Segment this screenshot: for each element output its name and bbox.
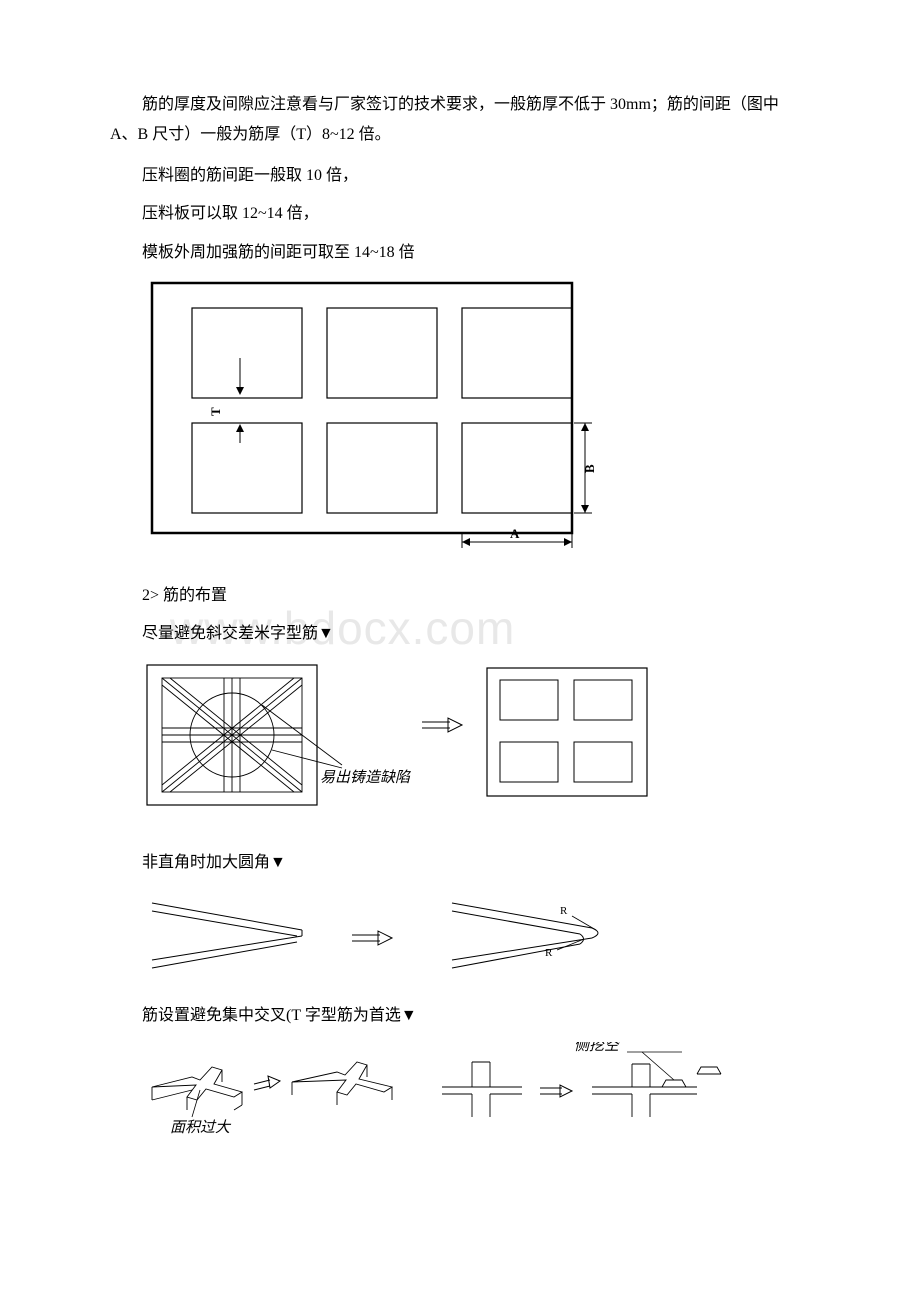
label-r1: R <box>560 905 568 917</box>
label-r2: R <box>545 947 553 959</box>
section-2-sub3: 筋设置避免集中交叉(T 字型筋为首选▼ <box>142 1001 810 1031</box>
rib-grid-diagram: T A B <box>142 278 810 563</box>
label-t: T <box>208 407 223 416</box>
section-2-sub1: 尽量避免斜交差米字型筋▼ <box>142 619 810 649</box>
defect-label: 易出铸造缺陷 <box>320 769 411 786</box>
paragraph-3: 压料板可以取 12~14 倍， <box>142 199 810 229</box>
star-vs-grid-diagram: 易出铸造缺陷 <box>142 660 810 830</box>
arrow-icon <box>422 718 462 732</box>
side-label: 侧挖空 <box>574 1042 621 1054</box>
cross-t-svg: 面积过大 <box>142 1042 732 1142</box>
rib-grid-svg: T A B <box>142 278 622 558</box>
section-2-title: 2> 筋的布置 <box>142 581 810 611</box>
angle-fillet-diagram: R R <box>142 888 810 983</box>
paragraph-4: 模板外周加强筋的间距可取至 14~18 倍 <box>142 238 810 268</box>
angle-svg: R R <box>142 888 682 978</box>
arrow-icon-3 <box>254 1076 280 1090</box>
section-2-sub2: 非直角时加大圆角▼ <box>142 848 810 878</box>
area-label: 面积过大 <box>170 1119 232 1136</box>
cross-t-diagram: 面积过大 <box>142 1042 810 1147</box>
label-a: A <box>510 526 520 541</box>
paragraph-2: 压料圈的筋间距一般取 10 倍， <box>142 161 810 191</box>
star-grid-svg: 易出铸造缺陷 <box>142 660 652 825</box>
arrow-icon-2 <box>352 931 392 945</box>
arrow-icon-4 <box>540 1085 572 1097</box>
paragraph-1: 筋的厚度及间隙应注意看与厂家签订的技术要求，一般筋厚不低于 30mm；筋的间距（… <box>110 90 810 151</box>
label-b: B <box>582 464 597 473</box>
